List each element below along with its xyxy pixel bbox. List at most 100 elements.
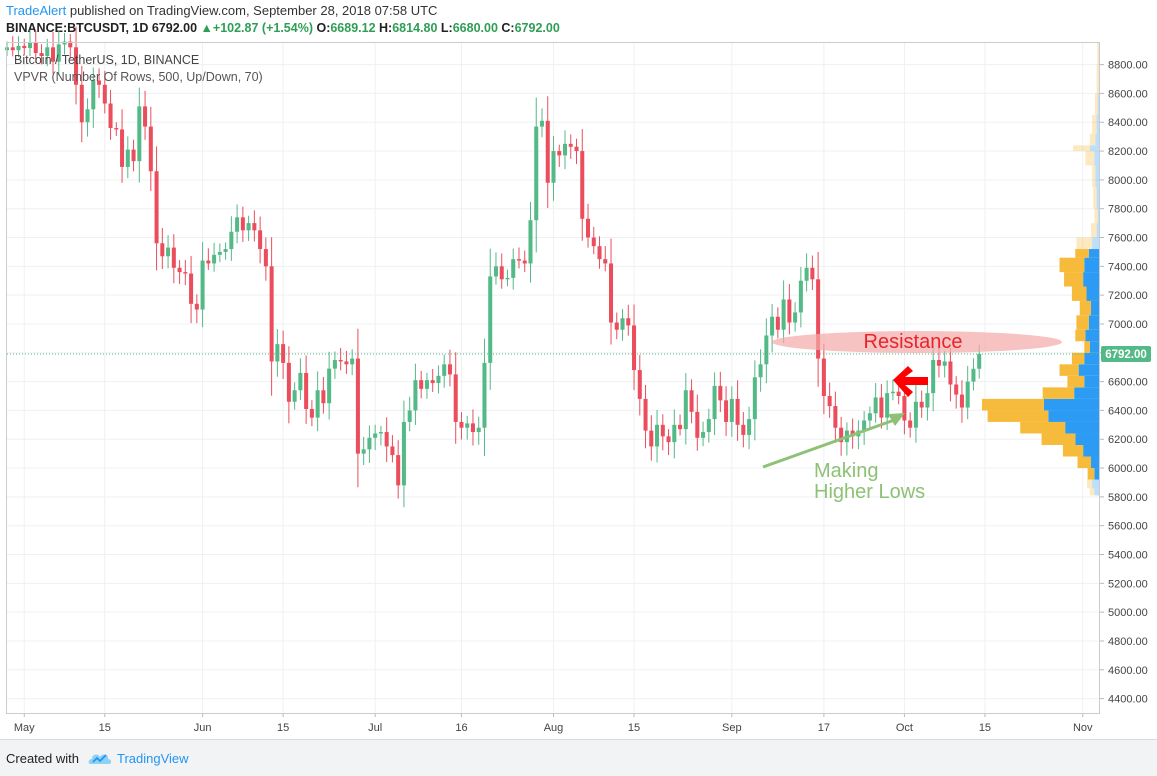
x-tick-label: Nov	[1073, 722, 1093, 734]
candle-body	[68, 41, 73, 48]
author-link[interactable]: TradeAlert	[6, 3, 67, 18]
candle-body	[816, 279, 821, 359]
vpvr-down-bar	[982, 398, 1044, 411]
y-tick-label: 8600.00	[1108, 88, 1148, 100]
vpvr-down-bar	[1089, 133, 1096, 146]
vpvr-down-bar	[1071, 286, 1087, 301]
vpvr-down-bar	[1064, 272, 1084, 287]
candle-body	[476, 427, 481, 433]
vpvr-down-bar	[1076, 237, 1093, 250]
x-tick-label: Sep	[722, 722, 742, 734]
candle-body	[10, 47, 15, 51]
candle-body	[977, 353, 982, 369]
y-tick-label: 8000.00	[1108, 175, 1148, 187]
vpvr-up-bar	[1094, 151, 1100, 166]
vpvr-up-bar	[1092, 479, 1100, 489]
vpvr-down-bar	[1059, 364, 1079, 376]
vpvr-up-bar	[1096, 115, 1100, 134]
candle-body	[678, 424, 683, 430]
candle-body	[637, 370, 642, 399]
candle-body	[557, 151, 562, 156]
candle-body	[442, 364, 447, 376]
price-change: +102.87 (+1.54%)	[212, 21, 313, 35]
candle-body	[269, 266, 274, 362]
candle-body	[160, 243, 165, 257]
candle-body	[862, 420, 867, 431]
y-tick-label: 7400.00	[1108, 261, 1148, 273]
candle-body	[298, 372, 303, 391]
candle-body	[867, 413, 872, 421]
vpvr-down-bar	[1092, 115, 1097, 134]
vpvr-up-bar	[1075, 433, 1100, 445]
candle-body	[597, 246, 602, 260]
candle-body	[516, 259, 521, 261]
candle-body	[143, 106, 148, 127]
x-tick-label: 16	[455, 722, 467, 734]
vpvr-up-bar	[1097, 93, 1100, 116]
candle-body	[948, 361, 953, 385]
annotations: Resistance Making Higher Lows	[762, 331, 1062, 503]
candle-body	[695, 411, 700, 438]
candle-body	[304, 372, 309, 409]
candle-body	[712, 385, 717, 420]
y-tick-label: 6000.00	[1108, 463, 1148, 475]
y-tick-label: 4600.00	[1108, 665, 1148, 677]
candles	[4, 26, 982, 508]
candle-body	[4, 47, 10, 51]
candle-body	[936, 359, 941, 366]
candle-body	[522, 260, 527, 264]
candle-body	[574, 146, 579, 152]
indicator-legend: VPVR (Number Of Rows, 500, Up/Down, 70)	[14, 70, 263, 84]
candle-body	[424, 380, 429, 389]
candle-body	[85, 109, 90, 123]
candle-body	[51, 47, 56, 62]
vpvr-up-bar	[1085, 329, 1100, 342]
vpvr-up-bar	[1094, 488, 1100, 496]
candle-body	[718, 385, 723, 401]
vpvr-up-bar	[1089, 341, 1100, 353]
y-tick-label: 6600.00	[1108, 377, 1148, 389]
candle-body	[873, 397, 878, 414]
candle-body	[361, 449, 366, 454]
footer: Created with TradingView	[0, 739, 1157, 776]
vpvr-down-bar	[987, 410, 1049, 422]
tradingview-link[interactable]: TradingView	[117, 751, 189, 766]
y-tick-label: 5800.00	[1108, 492, 1148, 504]
vpvr-up-bar	[1096, 187, 1100, 209]
y-tick-label: 6200.00	[1108, 434, 1148, 446]
vpvr-down-bar	[1073, 145, 1090, 152]
vpvr-up-bar	[1097, 208, 1100, 224]
vpvr-down-bar	[1076, 315, 1089, 330]
red-arrow-icon	[893, 366, 928, 397]
tradingview-logo-icon[interactable]	[88, 750, 112, 771]
high-value: 6814.80	[392, 21, 438, 35]
candle-body	[562, 143, 568, 156]
candle-body	[367, 437, 372, 450]
vpvr-up-bar	[1092, 237, 1100, 250]
vpvr-up-bar	[1083, 445, 1100, 457]
candle-body	[235, 217, 240, 232]
candle-body	[189, 273, 194, 304]
candle-body	[22, 45, 27, 49]
last-price: 6792.00	[151, 21, 198, 35]
vpvr-up-bar	[1043, 398, 1100, 411]
candle-body	[798, 280, 803, 313]
candle-body	[332, 359, 337, 369]
x-tick-label: 15	[628, 722, 640, 734]
vpvr-down-bar	[1089, 488, 1095, 496]
candle-body	[275, 344, 280, 362]
y-tick-label: 5400.00	[1108, 550, 1148, 562]
candle-body	[539, 120, 545, 127]
candle-body	[120, 129, 125, 167]
candle-body	[971, 368, 976, 382]
candle-body	[827, 396, 832, 407]
candle-body	[154, 171, 159, 244]
vpvr-up-bar	[1065, 421, 1100, 434]
candle-body	[212, 254, 217, 264]
vpvr-down-bar	[1094, 93, 1098, 116]
candle-body	[183, 272, 188, 274]
candle-body	[45, 47, 50, 56]
candle-body	[436, 375, 441, 384]
candle-body	[839, 427, 844, 443]
